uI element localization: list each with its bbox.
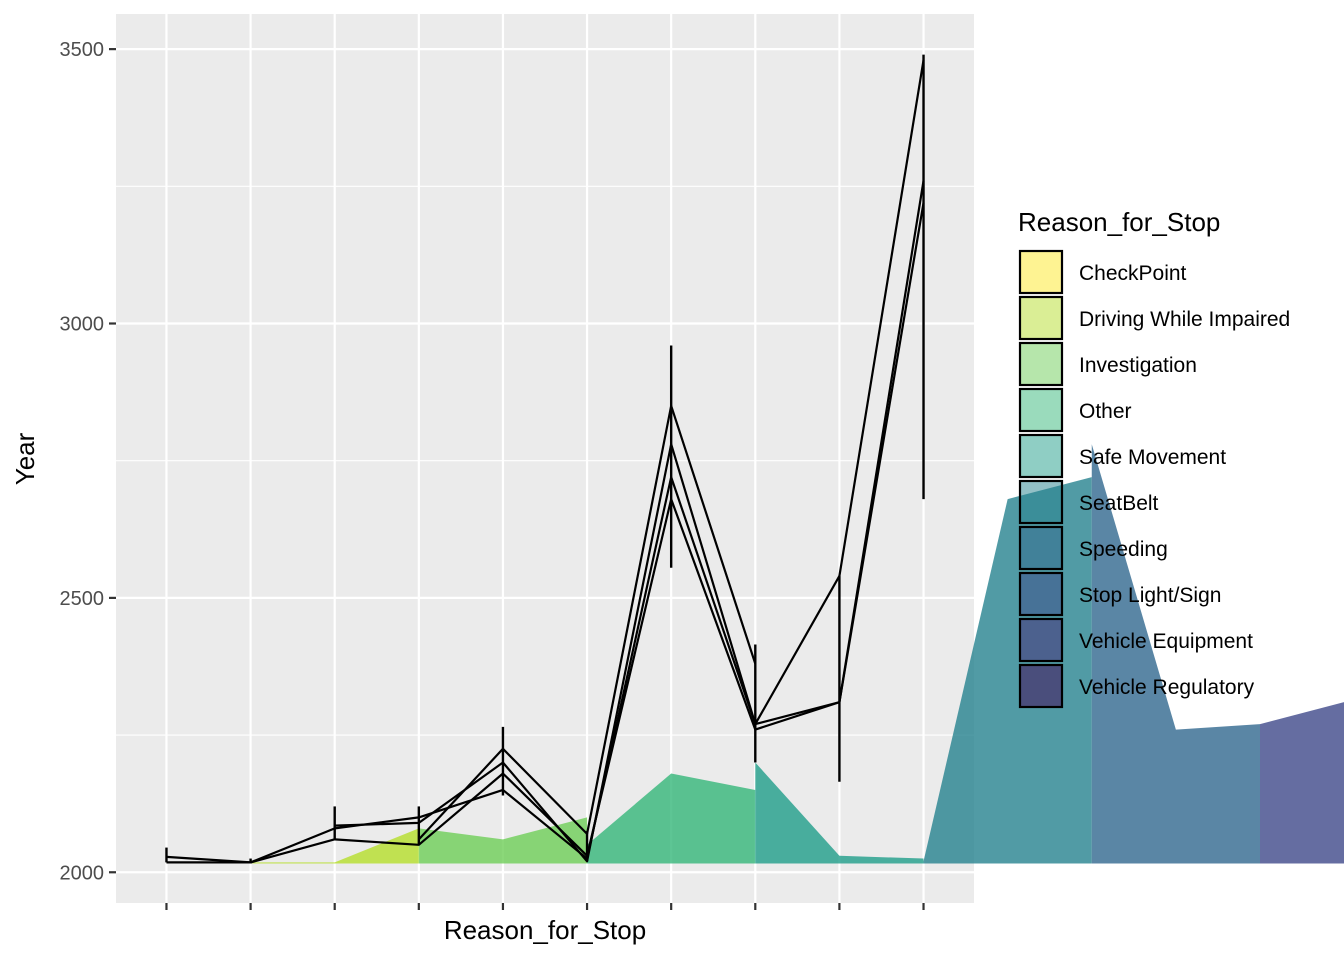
legend-key-3 xyxy=(1018,387,1064,433)
error-bars xyxy=(165,54,925,864)
area-safe-movement xyxy=(755,762,924,864)
legend-key-7 xyxy=(1018,571,1064,617)
x-axis-title: Reason_for_Stop xyxy=(444,915,646,945)
y-axis-title: Year xyxy=(10,432,40,485)
legend-label-2: Investigation xyxy=(1079,354,1197,377)
legend-key-5 xyxy=(1018,479,1064,525)
legend-key-6 xyxy=(1018,525,1064,571)
legend-label-9: Vehicle Regulatory xyxy=(1079,676,1255,699)
outline-line-2 xyxy=(334,59,925,863)
minor-gridlines xyxy=(116,185,974,736)
legend-label-8: Vehicle Equipment xyxy=(1079,630,1253,653)
legend-key-0 xyxy=(1018,249,1064,295)
legend-key-8 xyxy=(1018,617,1064,663)
y-tick-label-3: 3500 xyxy=(60,39,105,61)
legend-label-5: SeatBelt xyxy=(1079,492,1159,515)
legend: CheckPoint Driving While Impaired Investig… xyxy=(1018,249,1290,709)
y-tick-label-0: 2000 xyxy=(60,862,105,884)
legend-key-1 xyxy=(1018,295,1064,341)
area-investigation xyxy=(418,817,588,864)
legend-key-4 xyxy=(1018,433,1064,479)
area-speeding xyxy=(1091,444,1260,864)
legend-label-0: CheckPoint xyxy=(1079,262,1187,285)
legend-key-9 xyxy=(1018,663,1064,709)
legend-label-1: Driving While Impaired xyxy=(1079,308,1290,331)
area-driving-while-impaired xyxy=(250,828,419,864)
y-tick-label-2: 3000 xyxy=(60,314,105,336)
area-series xyxy=(166,444,1344,864)
outline-line-1 xyxy=(166,180,925,864)
area-stop-light-sign xyxy=(1260,702,1344,864)
y-tick-label-1: 2500 xyxy=(60,588,105,610)
legend-title: Reason_for_Stop xyxy=(1018,207,1220,237)
legend-label-6: Speeding xyxy=(1079,538,1168,561)
outline-series xyxy=(166,59,925,864)
legend-label-3: Other xyxy=(1079,400,1132,423)
area-other xyxy=(587,773,756,864)
legend-key-2 xyxy=(1018,341,1064,387)
outline-line-0 xyxy=(166,202,925,864)
legend-label-4: Safe Movement xyxy=(1079,446,1226,469)
legend-label-7: Stop Light/Sign xyxy=(1079,584,1221,607)
x-axis xyxy=(165,903,925,910)
y-axis: 2000 2500 3000 3500 xyxy=(60,39,116,884)
panel-background xyxy=(116,14,974,903)
